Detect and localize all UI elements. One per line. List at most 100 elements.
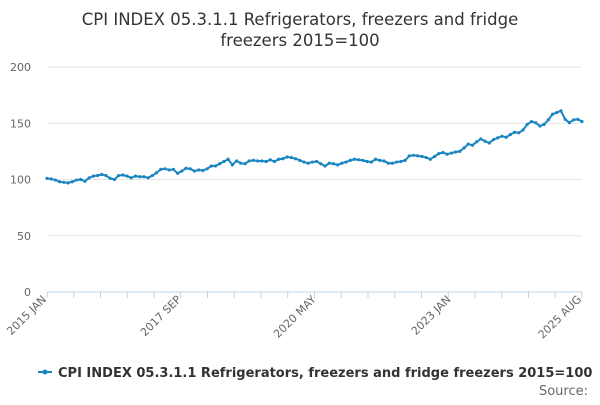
data-point[interactable] [260,159,264,163]
data-point[interactable] [315,159,319,164]
data-point[interactable] [399,159,403,164]
data-point[interactable] [268,158,272,162]
data-point[interactable] [580,119,584,124]
data-point[interactable] [201,168,205,173]
data-point[interactable] [348,158,352,162]
data-point[interactable] [264,159,268,164]
data-point[interactable] [441,150,445,155]
data-point[interactable] [483,139,487,143]
data-point[interactable] [352,157,357,161]
data-point[interactable] [420,154,424,159]
data-point[interactable] [222,159,226,164]
data-point[interactable] [293,157,298,161]
data-point[interactable] [344,160,348,164]
data-point[interactable] [159,167,163,171]
data-point[interactable] [357,158,361,162]
data-point[interactable] [458,149,462,153]
data-point[interactable] [382,159,386,163]
data-point[interactable] [559,109,563,113]
data-point[interactable] [361,158,365,162]
data-point[interactable] [529,119,534,124]
data-point[interactable] [197,168,201,172]
data-point[interactable] [437,152,441,156]
data-point[interactable] [563,117,567,121]
data-point[interactable] [154,171,159,175]
data-point[interactable] [150,173,154,178]
data-point[interactable] [395,160,399,164]
data-point[interactable] [306,161,310,165]
data-point[interactable] [234,159,239,163]
data-point[interactable] [365,159,369,164]
data-point[interactable] [390,161,395,165]
data-point[interactable] [205,167,209,171]
data-point[interactable] [432,154,437,159]
data-point[interactable] [571,118,576,122]
data-point[interactable] [466,142,470,146]
data-point[interactable] [70,180,74,184]
data-point[interactable] [133,174,138,178]
data-point[interactable] [243,162,247,166]
data-point[interactable] [487,141,491,145]
data-point[interactable] [542,122,546,126]
data-point[interactable] [550,112,555,116]
data-point[interactable] [538,124,542,128]
data-point[interactable] [247,159,251,163]
data-point[interactable] [428,157,432,161]
data-point[interactable] [369,160,373,164]
data-point[interactable] [525,122,529,126]
data-point[interactable] [373,157,378,161]
data-point[interactable] [62,180,66,184]
data-point[interactable] [411,153,416,157]
data-point[interactable] [192,169,197,173]
data-point[interactable] [517,131,521,135]
data-point[interactable] [256,159,260,163]
data-point[interactable] [125,174,129,178]
data-point[interactable] [58,180,62,184]
data-point[interactable] [66,181,70,185]
data-point[interactable] [555,110,559,115]
data-point[interactable] [327,161,331,165]
data-point[interactable] [209,164,213,168]
data-point[interactable] [138,175,142,179]
data-point[interactable] [416,154,420,158]
data-point[interactable] [479,137,483,141]
data-point[interactable] [112,177,116,182]
data-point[interactable] [496,136,500,140]
data-point[interactable] [104,173,108,178]
data-point[interactable] [171,167,175,171]
data-point[interactable] [407,154,411,158]
data-point[interactable] [251,158,256,162]
data-point[interactable] [108,176,112,180]
data-point[interactable] [100,172,104,177]
data-point[interactable] [491,137,496,142]
data-point[interactable] [500,134,504,138]
data-point[interactable] [504,135,508,139]
data-point[interactable] [508,132,512,137]
data-point[interactable] [146,176,150,180]
data-point[interactable] [175,171,180,175]
data-point[interactable] [188,167,192,171]
data-point[interactable] [546,118,550,122]
data-point[interactable] [180,169,184,173]
data-point[interactable] [310,160,314,164]
data-point[interactable] [163,167,167,171]
data-point[interactable] [576,117,580,121]
data-point[interactable] [298,158,302,162]
data-point[interactable] [302,160,306,164]
data-point[interactable] [323,164,327,168]
data-point[interactable] [521,128,525,132]
data-point[interactable] [445,152,449,156]
data-point[interactable] [513,130,517,134]
data-point[interactable] [386,161,390,165]
data-point[interactable] [289,155,293,160]
data-point[interactable] [319,162,323,166]
data-point[interactable] [45,176,49,180]
data-point[interactable] [462,146,466,150]
data-point[interactable] [378,158,382,162]
data-point[interactable] [117,173,121,178]
data-point[interactable] [49,177,53,181]
data-point[interactable] [79,177,83,182]
data-point[interactable] [213,164,218,168]
data-point[interactable] [226,157,230,161]
data-point[interactable] [53,178,58,182]
